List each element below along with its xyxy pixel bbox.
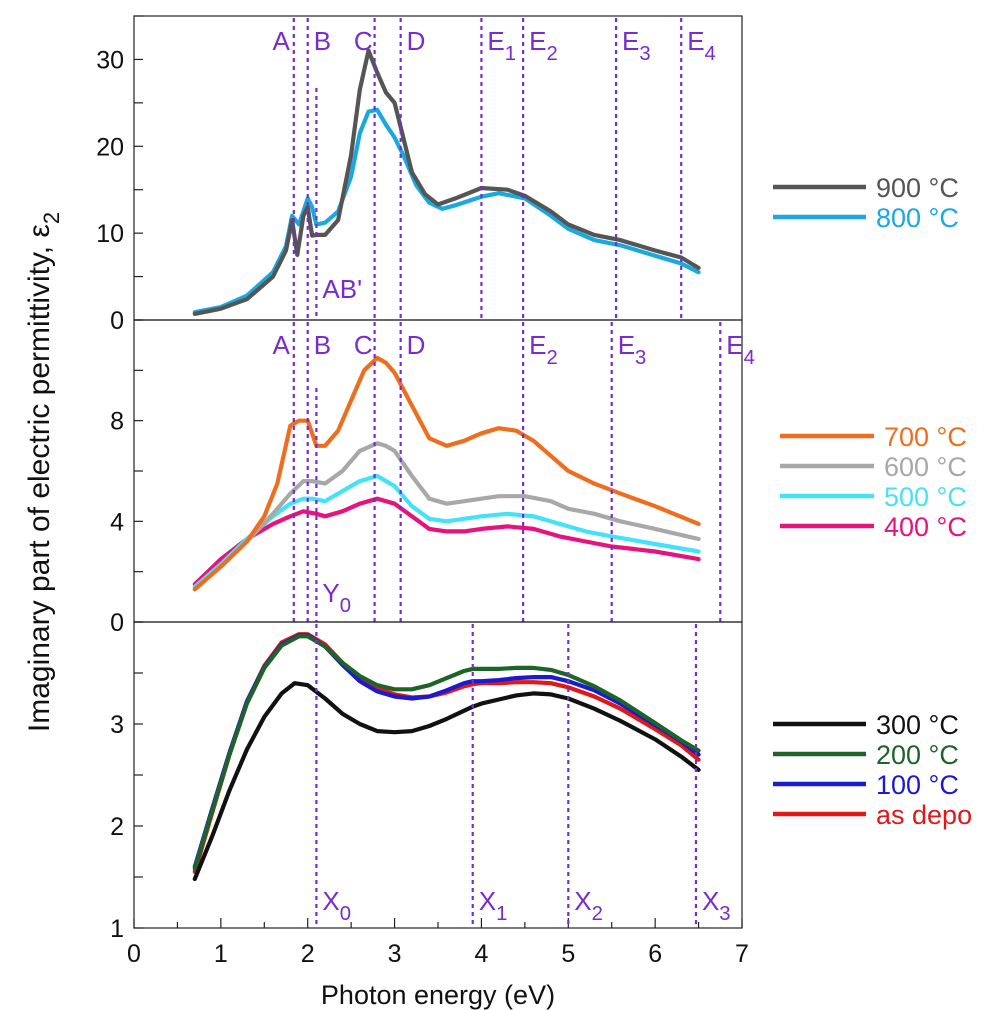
y-axis: 0 10 20 30 <box>96 15 143 335</box>
y-tick-label: 0 <box>110 609 124 637</box>
series-group <box>192 632 701 882</box>
transition-label: E2 <box>529 330 558 369</box>
legend-label: 700 °C <box>884 422 967 452</box>
series-line-100-c <box>192 633 701 869</box>
y-tick-label: 0 <box>110 307 124 335</box>
x-axis: 0 1 2 3 4 5 6 7 Photon energy (eV) <box>127 918 749 1010</box>
transition-label: D <box>407 26 426 56</box>
series-line-600-c <box>192 441 701 592</box>
series-line-800-c <box>192 107 701 315</box>
series-group <box>192 355 701 592</box>
y-axis: 0 4 8 <box>110 319 143 637</box>
transition-lines: A B C D E1 E2 E3 E4 AB' <box>272 18 716 320</box>
transition-label: X2 <box>574 886 603 925</box>
y-axis-label: Imaginary part of electric permittivity,… <box>23 212 64 732</box>
transition-label-extra: AB' <box>322 274 362 304</box>
transition-label: D <box>407 330 426 360</box>
legend-label: 500 °C <box>884 482 967 512</box>
transition-label: E4 <box>687 26 716 65</box>
series-line-500-c <box>192 473 701 589</box>
transition-label: C <box>354 26 373 56</box>
series-group <box>192 48 701 316</box>
series-line-400-c <box>192 496 701 587</box>
x-tick-label: 4 <box>474 940 488 968</box>
transition-label-extra: Y0 <box>322 578 351 617</box>
y-tick-label: 3 <box>110 711 124 739</box>
series-line-700-c <box>192 355 701 592</box>
x-tick-label: 7 <box>735 940 749 968</box>
series-line-300-c <box>192 681 701 882</box>
transition-lines: X0 X1 X2 X3 <box>315 624 731 928</box>
x-tick-label: 5 <box>561 940 575 968</box>
x-tick-label: 3 <box>388 940 402 968</box>
legend-label: 900 °C <box>876 173 959 203</box>
legend-label: 600 °C <box>884 452 967 482</box>
x-tick-label: 0 <box>127 940 141 968</box>
transition-label: X1 <box>479 886 508 925</box>
legend-label: 800 °C <box>876 203 959 233</box>
transition-label: A <box>272 330 290 360</box>
y-tick-label: 4 <box>110 508 124 536</box>
series-line-as-depo <box>192 632 701 874</box>
panel-middle: 0 4 8 A B C D E2 E3 E4 Y0 <box>110 319 755 637</box>
transition-label: B <box>314 330 331 360</box>
transition-label: E4 <box>726 330 755 369</box>
panel-frame <box>133 319 743 623</box>
y-tick-label: 1 <box>110 915 124 943</box>
panel-frame <box>133 15 743 321</box>
panel-top: 0 10 20 30 A B C D E1 E2 E3 E4 AB' <box>96 15 743 335</box>
transition-label: E3 <box>618 330 647 369</box>
transition-label: C <box>354 330 373 360</box>
transition-label: E3 <box>622 26 651 65</box>
y-tick-label: 30 <box>96 46 124 74</box>
legend-label: 300 °C <box>876 710 959 740</box>
transition-label: E1 <box>487 26 516 65</box>
legend-label: as depo <box>876 800 972 830</box>
x-tick-label: 2 <box>301 940 315 968</box>
transition-lines: A B C D E2 E3 E4 Y0 <box>272 322 755 622</box>
y-tick-label: 8 <box>110 408 124 436</box>
legend-label: 100 °C <box>876 770 959 800</box>
legend-label: 400 °C <box>884 512 967 542</box>
x-tick-label: 6 <box>648 940 662 968</box>
legend-label: 200 °C <box>876 740 959 770</box>
transition-label: X3 <box>702 886 731 925</box>
transition-label: E2 <box>529 26 558 65</box>
y-tick-label: 10 <box>96 220 124 248</box>
series-line-200-c <box>192 634 701 871</box>
y-tick-label: 20 <box>96 133 124 161</box>
x-tick-label: 1 <box>214 940 228 968</box>
transition-label: A <box>272 26 290 56</box>
transition-label: B <box>314 26 331 56</box>
transition-label: X0 <box>322 886 351 925</box>
y-tick-label: 2 <box>110 813 124 841</box>
y-axis: 1 2 3 <box>110 621 143 943</box>
x-axis-label: Photon energy (eV) <box>321 980 555 1010</box>
